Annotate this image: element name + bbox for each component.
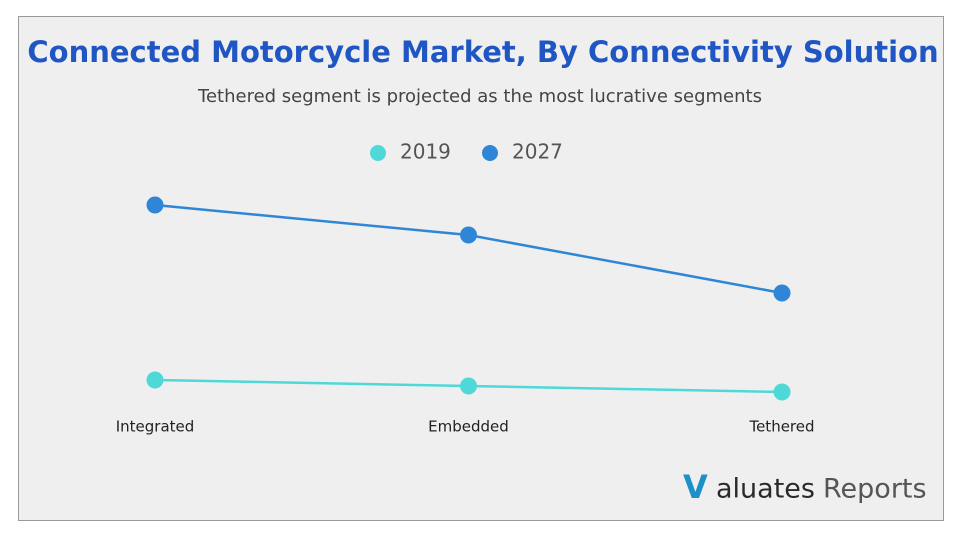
data-point bbox=[146, 371, 164, 389]
legend-label: 2019 bbox=[400, 140, 451, 164]
data-point bbox=[460, 377, 477, 395]
legend-label: 2027 bbox=[512, 140, 563, 164]
legend-marker bbox=[482, 145, 498, 161]
data-point bbox=[460, 226, 477, 244]
x-tick-label: Integrated bbox=[116, 418, 195, 436]
legend-marker bbox=[370, 145, 386, 161]
chart-frame bbox=[18, 16, 944, 521]
logo-suffix: Reports bbox=[823, 474, 927, 505]
logo: V aluates Reports bbox=[683, 468, 927, 506]
chart-title: Connected Motorcycle Market, By Connecti… bbox=[27, 35, 938, 69]
x-tick-label: Embedded bbox=[428, 418, 509, 436]
x-tick-label: Tethered bbox=[748, 418, 814, 436]
data-point bbox=[773, 383, 791, 401]
chart-subtitle: Tethered segment is projected as the mos… bbox=[197, 86, 762, 107]
data-point bbox=[773, 284, 791, 302]
data-point bbox=[146, 196, 164, 214]
logo-mark: V bbox=[683, 468, 708, 506]
logo-brand: aluates bbox=[716, 474, 815, 505]
